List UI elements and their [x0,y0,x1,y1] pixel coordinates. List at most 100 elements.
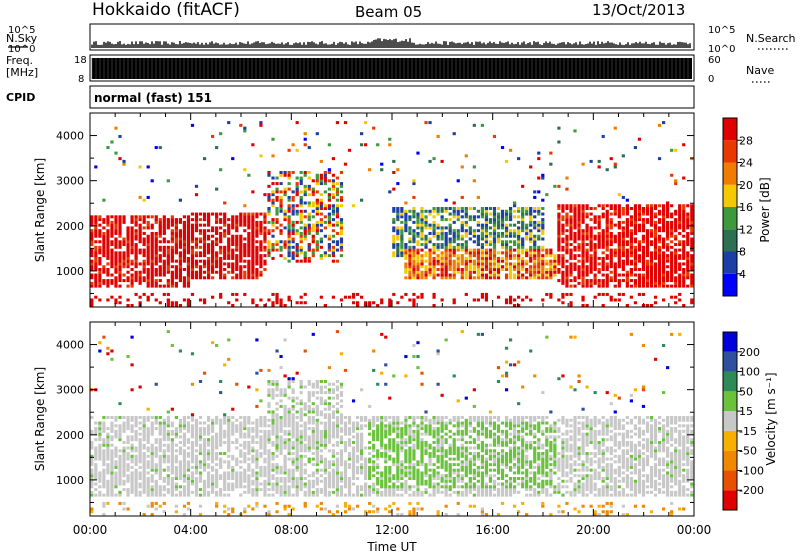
scatter-cell [102,427,106,431]
scatter-cell [275,471,279,475]
scatter-cell [130,226,134,230]
scatter-cell [134,479,138,483]
scatter-cell [279,493,283,497]
scatter-cell [150,245,154,249]
scatter-cell [211,276,215,280]
scatter-cell [190,435,195,439]
scatter-cell [452,251,456,255]
scatter-cell [299,468,303,472]
scatter-cell [279,182,283,186]
scatter-cell [339,184,344,188]
scatter-cell [500,234,505,238]
scatter-cell [190,432,195,436]
scatter-cell [271,463,275,467]
scatter-cell [412,254,416,258]
scatter-cell [557,231,561,235]
scatter-cell [134,215,138,219]
scatter-cell [295,416,299,420]
scatter-cell [601,273,605,277]
scatter-cell [517,215,521,219]
scatter-cell [186,438,191,442]
scatter-cell [653,212,658,216]
scatter-cell [279,393,283,397]
scatter-cell [110,493,114,497]
scatter-cell [134,273,138,277]
scatter-cell [267,251,271,255]
scatter-cell [227,243,231,247]
scatter-cell [605,284,609,288]
scatter-cell [291,198,295,202]
scatter-cell [517,237,521,241]
scatter-cell [243,292,247,296]
scatter-cell [295,176,299,180]
scatter-cell [255,388,259,392]
scatter-cell [235,265,239,269]
scatter-cell [674,218,678,222]
scatter-cell [537,270,541,274]
scatter-cell [380,162,384,166]
scatter-cell [492,220,497,224]
scatter-cell [239,245,243,249]
scatter-cell [690,273,694,277]
scatter-cell [186,468,191,472]
scatter-cell [617,204,621,208]
scatter-cell [621,237,625,241]
scatter-cell [134,229,138,233]
scatter-cell [190,292,195,296]
scatter-cell [251,427,255,431]
scatter-cell [219,490,223,494]
scatter-cell [400,209,404,213]
scatter-cell [267,440,271,444]
scatter-cell [138,493,142,497]
scatter-cell [194,463,199,467]
scatter-cell [392,170,396,174]
scatter-cell [541,245,545,249]
scatter-cell [513,267,517,271]
scatter-cell [541,267,545,271]
scatter-cell [198,379,203,383]
scatter-cell [573,254,577,258]
scatter-cell [134,435,138,439]
scatter-cell [231,262,235,266]
scatter-cell [617,292,621,296]
scatter-cell [162,265,166,269]
scatter-cell [174,243,178,247]
scatter-cell [593,226,597,230]
scatter-cell [190,231,195,235]
scatter-cell [541,256,545,260]
scatter-cell [690,256,694,260]
scatter-cell [633,284,638,288]
scatter-cell [420,218,424,222]
scatter-cell [174,251,178,255]
scatter-cell [416,240,420,244]
scatter-cell [488,220,493,224]
scatter-cell [174,476,178,480]
scatter-cell [178,254,182,258]
scatter-cell [601,262,605,266]
scatter-cell [178,424,182,428]
scatter-cell [118,490,122,494]
scatter-cell [492,218,497,222]
scatter-cell [94,273,98,277]
scatter-cell [211,476,215,480]
scatter-cell [219,226,223,230]
scatter-cell [138,457,142,461]
scatter-cell [315,220,319,224]
scatter-cell [118,460,122,464]
scatter-cell [122,454,126,458]
scatter-cell [215,229,219,233]
scatter-cell [190,449,195,453]
scatter-cell [98,457,102,461]
scatter-cell [424,215,428,219]
scatter-cell [215,485,219,489]
scatter-cell [472,270,476,274]
scatter-cell [617,245,621,249]
scatter-cell [331,182,336,186]
scatter-cell [255,460,259,464]
scatter-cell [565,240,569,244]
scatter-cell [537,220,541,224]
scatter-cell [259,482,263,486]
scatter-cell [263,485,267,489]
scatter-cell [138,215,142,219]
scatter-cell [323,173,327,177]
